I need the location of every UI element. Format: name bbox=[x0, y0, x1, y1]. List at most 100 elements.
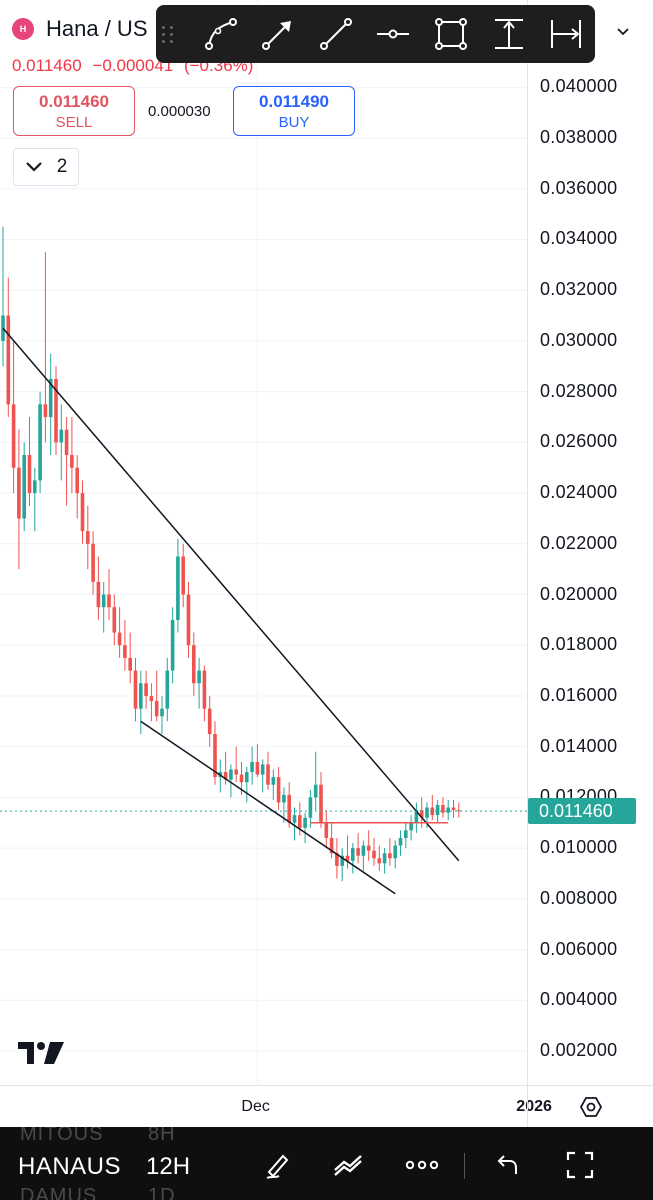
candle-body bbox=[250, 761, 254, 773]
ghost-symbol-bottom: DAMUS bbox=[20, 1185, 98, 1200]
more-button[interactable] bbox=[402, 1145, 442, 1185]
drawing-toolbar[interactable] bbox=[156, 5, 595, 63]
drawing-tools-icon bbox=[334, 1155, 362, 1176]
ghost-symbol-top: MITOUS bbox=[20, 1127, 104, 1145]
tradingview-logo-icon[interactable] bbox=[18, 1040, 64, 1071]
candle-body bbox=[335, 853, 339, 866]
candle-body bbox=[107, 594, 111, 608]
candle-body bbox=[414, 810, 419, 823]
rectangle-icon bbox=[435, 18, 468, 50]
time-scale[interactable]: Dec 2026 bbox=[0, 1085, 552, 1127]
price-label: 0.028000 bbox=[540, 380, 618, 401]
price-label: 0.038000 bbox=[540, 127, 618, 148]
toolbar-dropdown-button[interactable] bbox=[598, 12, 648, 52]
time-label: 2026 bbox=[516, 1098, 552, 1115]
candle-body bbox=[197, 670, 201, 684]
ghost-interval-bottom: 1D bbox=[148, 1185, 176, 1200]
indicators-toggle-button[interactable]: 2 bbox=[13, 148, 79, 186]
trend-line-tool-button[interactable] bbox=[307, 12, 365, 56]
candle-body bbox=[43, 404, 48, 417]
chart-pane[interactable]: H Hana / US 0.011460 −0.000041 (−0.36%) … bbox=[0, 0, 539, 1085]
candle-body bbox=[144, 683, 148, 696]
candle-body bbox=[319, 784, 323, 823]
candle-body bbox=[17, 467, 21, 519]
price-label: 0.040000 bbox=[540, 76, 618, 97]
candle-body bbox=[160, 708, 164, 717]
curve-tool-button[interactable] bbox=[192, 12, 250, 56]
candle-body bbox=[101, 594, 106, 608]
last-price-tag: 0.011460 bbox=[528, 798, 636, 825]
horizontal-ray-icon bbox=[377, 29, 410, 39]
candle-body bbox=[377, 858, 382, 864]
price-label: 0.008000 bbox=[540, 887, 618, 908]
candle-body bbox=[345, 855, 350, 861]
candle-body bbox=[382, 853, 387, 864]
candle-body bbox=[446, 807, 450, 813]
candle-body bbox=[38, 404, 42, 481]
time-label: Dec bbox=[241, 1098, 270, 1115]
candle-body bbox=[48, 378, 53, 417]
symbol-name[interactable]: Hana / US bbox=[46, 16, 148, 41]
candle-body bbox=[425, 807, 429, 818]
candle-body bbox=[441, 805, 445, 813]
candle-body bbox=[59, 429, 64, 443]
candle-body bbox=[372, 850, 376, 859]
arrow-tool-button[interactable] bbox=[249, 12, 307, 56]
candle-body bbox=[22, 455, 26, 519]
candle-body bbox=[27, 455, 32, 494]
price-chart[interactable] bbox=[0, 0, 539, 1085]
trendline bbox=[140, 720, 396, 895]
candle-body bbox=[287, 794, 291, 823]
candle-body bbox=[276, 777, 281, 803]
symbol-selector[interactable]: HANAUS bbox=[18, 1153, 122, 1180]
ghost-interval-top: 8H bbox=[148, 1127, 176, 1145]
candle-body bbox=[435, 805, 440, 816]
candle-body bbox=[207, 708, 212, 734]
settings-hexagon-icon bbox=[579, 1096, 602, 1117]
candle-body bbox=[356, 848, 360, 856]
chart-settings-button[interactable] bbox=[527, 1085, 653, 1127]
candle-body bbox=[430, 807, 435, 816]
indicators-count: 2 bbox=[56, 156, 68, 177]
candle-body bbox=[117, 632, 122, 646]
candle-body bbox=[409, 822, 413, 831]
buy-price: 0.011490 bbox=[259, 92, 329, 111]
price-label: 0.004000 bbox=[540, 989, 618, 1010]
price-scale[interactable]: 0.040000 0.038000 0.036000 0.034000 0.032000… bbox=[527, 0, 653, 1085]
candle-body bbox=[457, 810, 461, 812]
candle-body bbox=[393, 845, 397, 859]
drag-handle-icon[interactable] bbox=[162, 19, 178, 49]
candle-body bbox=[329, 837, 334, 854]
buy-button[interactable]: 0.011490 BUY bbox=[233, 86, 355, 136]
vertical-measure-tool-button[interactable] bbox=[480, 12, 538, 56]
candle-body bbox=[96, 581, 101, 608]
candle-body bbox=[324, 822, 329, 838]
price-label: 0.014000 bbox=[540, 735, 618, 756]
price-label: 0.016000 bbox=[540, 684, 618, 705]
buy-label: BUY bbox=[278, 114, 310, 131]
candle-body bbox=[366, 845, 371, 851]
horizontal-measure-tool-button[interactable] bbox=[537, 12, 595, 56]
symbol-legend[interactable]: H Hana / US bbox=[12, 16, 148, 42]
undo-button[interactable] bbox=[488, 1145, 528, 1185]
divider bbox=[464, 1153, 465, 1179]
interval-selector[interactable]: 12H bbox=[146, 1153, 191, 1180]
candle-body bbox=[404, 830, 408, 838]
candle-body bbox=[11, 404, 16, 468]
candle-body bbox=[202, 670, 207, 709]
rectangle-tool-button[interactable] bbox=[422, 12, 480, 56]
bottom-bar: MITOUS 8H DAMUS 1D HANAUS 12H bbox=[0, 1127, 653, 1200]
drawing-tools-button[interactable] bbox=[328, 1145, 368, 1185]
candle-body bbox=[282, 794, 286, 803]
candle-body bbox=[6, 315, 11, 405]
price-label: 0.030000 bbox=[540, 329, 618, 350]
candle-body bbox=[271, 777, 276, 785]
candle-body bbox=[186, 594, 191, 646]
candle-body bbox=[361, 845, 366, 856]
candle-body bbox=[64, 429, 69, 456]
sell-button[interactable]: 0.011460 SELL bbox=[13, 86, 135, 136]
fullscreen-button[interactable] bbox=[560, 1145, 600, 1185]
brush-button[interactable] bbox=[258, 1145, 298, 1185]
candle-body bbox=[351, 848, 355, 861]
horizontal-ray-tool-button[interactable] bbox=[365, 12, 423, 56]
